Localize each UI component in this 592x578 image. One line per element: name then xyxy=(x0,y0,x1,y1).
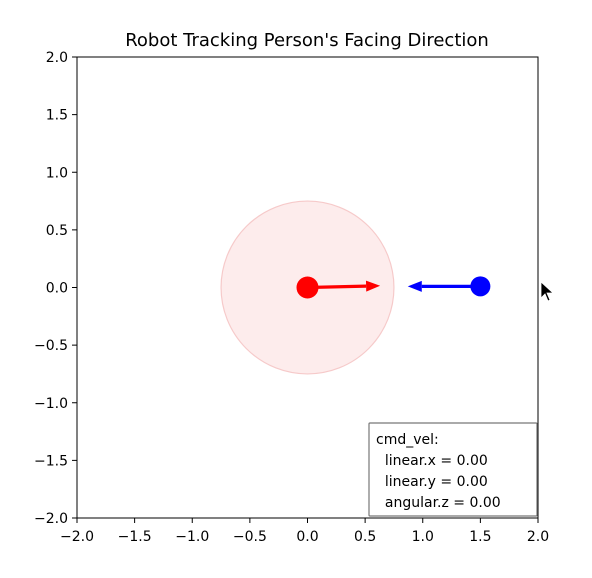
person-point xyxy=(470,276,491,297)
marks-layer xyxy=(296,276,491,299)
y-tick-label: −0.5 xyxy=(34,338,68,354)
cmd-vel-line: linear.x = 0.00 xyxy=(376,453,488,469)
y-tick-label: −1.5 xyxy=(34,453,68,469)
chart-title: Robot Tracking Person's Facing Direction xyxy=(125,30,489,51)
x-tick-label: −0.5 xyxy=(233,529,267,545)
person-facing-arrow-head xyxy=(407,280,422,292)
x-tick-label: 2.0 xyxy=(527,529,549,545)
robot-point xyxy=(296,276,319,299)
x-axis: −2.0 −1.5 −1.0 −0.5 0.0 0.5 1.0 1.5 2.0 xyxy=(60,518,549,545)
cmd-vel-box: cmd_vel: linear.x = 0.00 linear.y = 0.00… xyxy=(368,422,538,517)
x-tick-label: −1.0 xyxy=(175,529,209,545)
cmd-vel-box-frame xyxy=(368,422,538,517)
x-tick-label: 1.5 xyxy=(469,529,491,545)
y-tick-label: −1.0 xyxy=(34,396,68,412)
x-tick-label: 1.0 xyxy=(412,529,434,545)
robot-heading-arrow-head xyxy=(365,280,381,292)
cmd-vel-line: cmd_vel: xyxy=(376,432,439,448)
x-tick-label: 0.0 xyxy=(296,529,318,545)
cmd-vel-line: angular.z = 0.00 xyxy=(376,495,501,511)
x-tick-label: −1.5 xyxy=(118,529,152,545)
y-tick-label: 1.5 xyxy=(46,108,68,124)
mouse-cursor-icon xyxy=(540,281,555,302)
y-tick-label: −2.0 xyxy=(34,511,68,527)
y-tick-label: 2.0 xyxy=(46,50,68,66)
y-tick-label: 0.0 xyxy=(46,281,68,297)
y-axis: 2.0 1.5 1.0 0.5 0.0 −0.5 −1.0 −1.5 −2.0 xyxy=(34,50,77,527)
x-tick-label: 0.5 xyxy=(354,529,376,545)
x-tick-label: −2.0 xyxy=(60,529,94,545)
y-tick-label: 0.5 xyxy=(46,223,68,239)
y-tick-label: 1.0 xyxy=(46,165,68,181)
cmd-vel-line: linear.y = 0.00 xyxy=(376,474,488,490)
